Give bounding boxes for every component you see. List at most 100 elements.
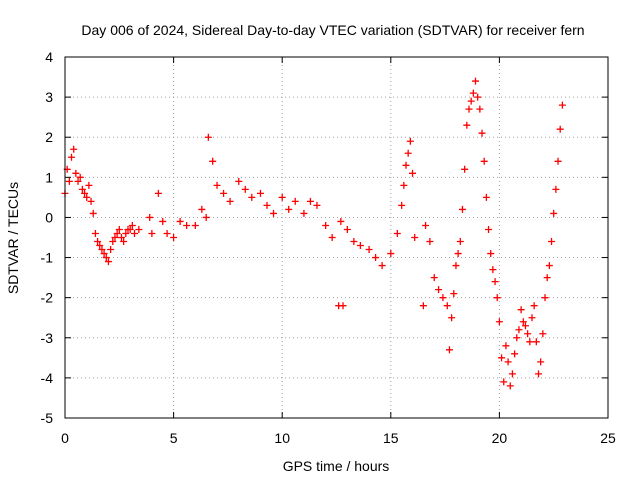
data-point — [398, 201, 406, 209]
data-point — [104, 258, 112, 266]
data-point — [256, 189, 264, 197]
y-tick-label: -2 — [41, 290, 54, 306]
data-point — [300, 209, 308, 217]
data-point — [85, 181, 93, 189]
data-point — [350, 238, 358, 246]
y-tick-label: -5 — [41, 410, 54, 426]
data-point — [163, 229, 171, 237]
data-point — [545, 262, 553, 270]
data-point — [81, 189, 89, 197]
data-point — [202, 213, 210, 221]
data-point — [556, 125, 564, 133]
data-point — [534, 370, 542, 378]
x-tick-label: 25 — [600, 430, 616, 446]
data-point — [107, 246, 115, 254]
data-point — [532, 338, 540, 346]
data-point — [226, 197, 234, 205]
data-point — [378, 262, 386, 270]
data-point — [498, 354, 506, 362]
data-point — [493, 294, 501, 302]
data-point — [543, 274, 551, 282]
data-point — [515, 326, 523, 334]
data-point — [78, 185, 86, 193]
data-point — [478, 129, 486, 137]
data-point — [550, 209, 558, 217]
data-point — [435, 286, 443, 294]
y-tick-label: 1 — [45, 169, 53, 185]
data-point — [517, 306, 525, 314]
data-point — [135, 225, 143, 233]
data-point — [100, 250, 108, 258]
data-point — [183, 221, 191, 229]
data-point — [454, 250, 462, 258]
data-point — [131, 229, 139, 237]
data-point — [552, 185, 560, 193]
data-point — [548, 238, 556, 246]
data-point — [146, 213, 154, 221]
data-point — [419, 302, 427, 310]
x-tick-label: 15 — [383, 430, 399, 446]
data-point — [506, 382, 514, 390]
data-point — [115, 225, 123, 233]
data-point — [356, 242, 364, 250]
chart-title: Day 006 of 2024, Sidereal Day-to-day VTE… — [81, 22, 584, 38]
data-point — [235, 177, 243, 185]
data-point — [482, 193, 490, 201]
y-axis-label: SDTVAR / TECUs — [5, 182, 21, 294]
x-tick-label: 10 — [274, 430, 290, 446]
data-point — [474, 93, 482, 101]
data-point — [339, 302, 347, 310]
data-point — [337, 217, 345, 225]
data-point — [458, 205, 466, 213]
plot-frame — [64, 56, 609, 419]
data-point — [491, 278, 499, 286]
data-point — [109, 238, 117, 246]
data-point — [209, 157, 217, 165]
grid-lines — [65, 57, 608, 418]
data-point — [328, 234, 336, 241]
data-point — [541, 294, 549, 302]
data-point — [463, 121, 471, 129]
data-point — [322, 221, 330, 229]
data-points — [61, 77, 566, 390]
data-point — [154, 189, 162, 197]
data-point — [426, 238, 434, 246]
data-point — [74, 177, 82, 185]
data-point — [511, 350, 519, 358]
data-point — [480, 157, 488, 165]
data-point — [98, 246, 106, 254]
data-point — [96, 242, 104, 250]
data-point — [400, 181, 408, 189]
data-point — [89, 209, 97, 217]
data-point — [148, 229, 156, 237]
data-point — [402, 161, 410, 169]
data-point — [111, 234, 119, 241]
data-point — [248, 193, 256, 201]
y-tick-label: 2 — [45, 129, 53, 145]
data-point — [285, 205, 293, 213]
data-point — [502, 342, 510, 350]
x-tick-label: 5 — [170, 430, 178, 446]
data-point — [76, 173, 84, 181]
data-point — [409, 169, 417, 177]
data-point — [83, 193, 91, 201]
data-point — [500, 378, 508, 386]
x-tick-label: 20 — [492, 430, 508, 446]
data-point — [406, 137, 414, 145]
data-point — [495, 318, 503, 326]
data-point — [213, 181, 221, 189]
data-point — [439, 294, 447, 302]
y-tick-label: 4 — [45, 49, 53, 65]
data-point — [270, 209, 278, 217]
data-point — [443, 302, 451, 310]
data-point — [448, 314, 456, 322]
data-point — [445, 346, 453, 354]
data-point — [126, 225, 134, 233]
data-point — [476, 105, 484, 113]
data-point — [94, 238, 102, 246]
y-tick-label: -4 — [41, 370, 54, 386]
data-point — [461, 165, 469, 173]
data-point — [422, 221, 430, 229]
data-point — [504, 358, 512, 366]
data-point — [117, 234, 125, 241]
